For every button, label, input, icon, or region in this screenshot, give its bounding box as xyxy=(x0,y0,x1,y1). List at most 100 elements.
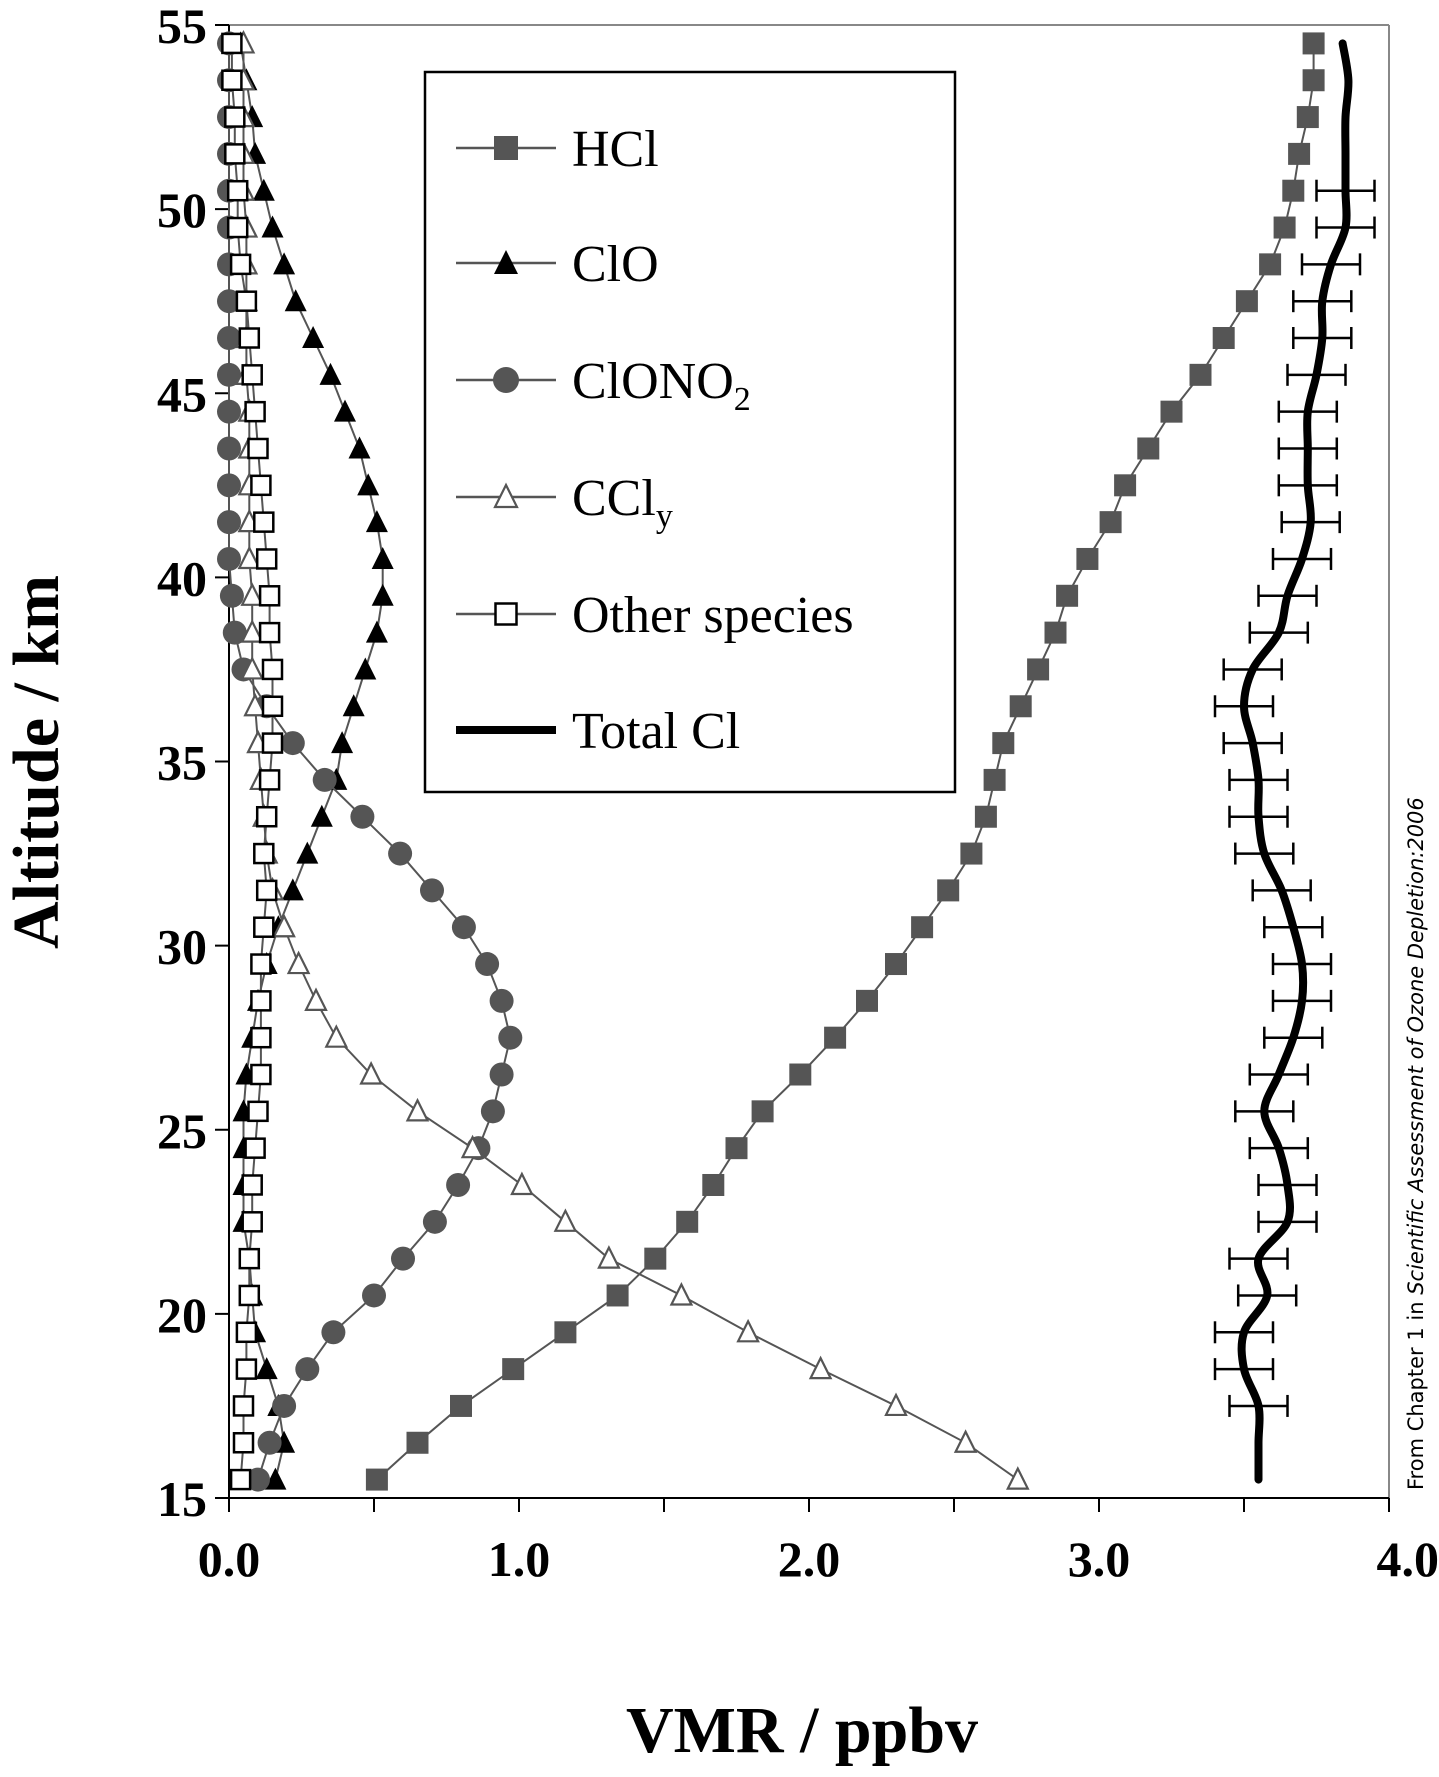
data-point xyxy=(264,1467,287,1490)
data-point xyxy=(253,511,275,533)
data-point xyxy=(489,988,514,1013)
data-point xyxy=(319,362,342,385)
data-point xyxy=(669,1282,694,1306)
data-point xyxy=(1189,363,1212,386)
y-axis-title: Altitude / km xyxy=(0,575,73,949)
x-tick-label: 3.0 xyxy=(1068,1531,1131,1587)
legend-label: HCl xyxy=(572,121,659,178)
legend-label-subscript: y xyxy=(656,498,673,535)
data-point xyxy=(676,1210,699,1233)
data-point xyxy=(219,583,244,608)
data-point xyxy=(284,289,307,312)
legend-swatch-marker xyxy=(493,482,519,509)
data-point xyxy=(247,437,269,460)
data-point xyxy=(273,252,296,275)
data-point xyxy=(1288,142,1311,165)
legend: HCl ClO ClONO2 CCly Other species Total Cl xyxy=(423,70,957,794)
series-other-species xyxy=(221,32,284,1491)
data-point xyxy=(261,732,284,754)
data-point xyxy=(350,804,375,829)
source-credit-prefix: From Chapter 1 in xyxy=(1404,1295,1428,1490)
legend-item-clo: ClO xyxy=(456,236,659,293)
data-point xyxy=(244,400,266,423)
data-point xyxy=(1099,511,1122,534)
data-point xyxy=(255,1357,278,1380)
data-point xyxy=(342,694,365,717)
series-line xyxy=(1237,39,1353,1484)
data-point xyxy=(406,1431,429,1454)
data-point xyxy=(911,916,934,939)
data-point xyxy=(217,473,241,498)
data-point xyxy=(644,1247,667,1270)
data-point xyxy=(281,878,304,901)
data-point xyxy=(324,1024,349,1048)
data-point xyxy=(296,841,319,864)
data-point xyxy=(597,1245,621,1269)
data-point xyxy=(953,1429,978,1453)
data-point xyxy=(1160,400,1183,423)
data-point xyxy=(235,1321,258,1344)
data-point xyxy=(217,289,241,314)
series-line xyxy=(242,43,1019,1481)
legend-swatch-marker xyxy=(494,602,518,626)
data-point xyxy=(789,1063,812,1086)
data-point xyxy=(240,619,264,643)
data-point xyxy=(1044,621,1067,644)
data-point xyxy=(229,1468,252,1491)
data-point xyxy=(359,1061,383,1085)
data-point xyxy=(241,1174,263,1196)
data-point xyxy=(222,620,247,645)
data-point xyxy=(331,731,354,754)
data-point xyxy=(258,621,281,644)
data-point xyxy=(250,1026,272,1049)
data-point xyxy=(217,399,241,424)
data-point xyxy=(261,215,284,238)
data-point xyxy=(489,1062,514,1087)
data-point xyxy=(974,805,997,828)
series-layer xyxy=(217,29,1376,1492)
series-line xyxy=(239,43,384,1480)
data-point xyxy=(286,950,311,975)
data-point xyxy=(252,178,275,201)
data-point xyxy=(246,1467,270,1492)
data-point xyxy=(1137,437,1160,460)
legend-label-text: ClONO xyxy=(572,353,734,410)
data-point xyxy=(960,842,983,865)
data-point xyxy=(884,1392,908,1417)
data-point xyxy=(258,769,281,791)
legend-label: Total Cl xyxy=(572,703,740,760)
y-tick-label: 20 xyxy=(157,1287,207,1343)
data-point xyxy=(498,1025,523,1050)
data-point xyxy=(310,804,333,827)
data-point xyxy=(240,582,264,606)
data-point xyxy=(217,510,241,535)
data-point xyxy=(272,1393,297,1418)
data-point xyxy=(240,655,264,680)
x-tick-label: 4.0 xyxy=(1377,1531,1439,1587)
data-point xyxy=(365,1468,388,1491)
data-point xyxy=(365,620,388,643)
data-point xyxy=(1296,106,1319,129)
data-point xyxy=(241,1211,263,1233)
data-point xyxy=(250,474,272,497)
data-point xyxy=(226,179,249,202)
data-point xyxy=(224,106,246,128)
data-point xyxy=(250,953,272,975)
series-line xyxy=(228,43,512,1480)
data-point xyxy=(217,362,241,387)
data-point xyxy=(312,767,337,792)
data-point xyxy=(235,1358,258,1380)
data-point xyxy=(244,1137,266,1159)
data-point xyxy=(480,1099,505,1124)
data-point xyxy=(253,916,275,938)
y-tick-label: 30 xyxy=(157,919,207,975)
data-point xyxy=(255,548,278,570)
legend-item-ccly: CCly xyxy=(456,470,673,535)
data-point xyxy=(232,1432,255,1454)
data-point xyxy=(371,583,394,606)
data-point xyxy=(510,1171,534,1196)
data-point xyxy=(250,1063,272,1086)
data-point xyxy=(1006,1466,1030,1490)
data-point xyxy=(261,658,284,681)
data-point xyxy=(217,436,241,461)
